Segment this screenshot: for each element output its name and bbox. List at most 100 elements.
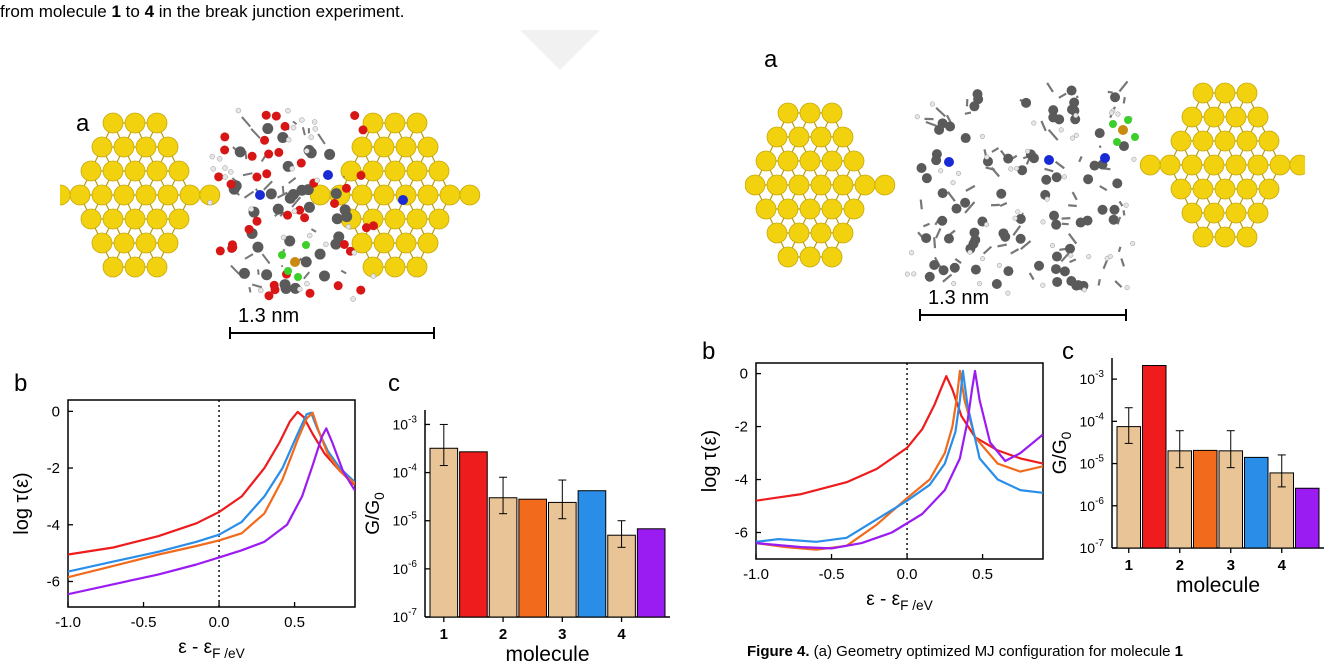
right-c-bar-tan bbox=[1116, 426, 1141, 549]
left-b-ytick-label: -2 bbox=[47, 460, 60, 477]
gold-atom bbox=[157, 232, 179, 254]
right-molecule-atoms bbox=[904, 80, 1139, 296]
left-c-ytick-label: 10-5 bbox=[393, 511, 418, 529]
gold-atom bbox=[135, 184, 157, 206]
gold-atom bbox=[777, 198, 799, 220]
oxygen-atom bbox=[264, 291, 274, 301]
oxygen-atom bbox=[341, 183, 351, 193]
gold-atom bbox=[821, 150, 843, 172]
hydrogen-atom bbox=[290, 124, 297, 131]
gold-atom bbox=[843, 198, 865, 220]
oxygen-atom bbox=[330, 198, 340, 208]
hydrogen-atom bbox=[345, 223, 352, 230]
right-c-ytick-label: 10-7 bbox=[1080, 538, 1105, 556]
gold-atom bbox=[417, 232, 439, 254]
right-c-category-label: 4 bbox=[1278, 557, 1287, 574]
oxygen-atom bbox=[280, 121, 290, 131]
bond bbox=[1040, 120, 1047, 132]
fluorine-atom bbox=[1113, 138, 1121, 146]
carbon-atom bbox=[921, 173, 932, 184]
gold-atom bbox=[113, 232, 135, 254]
oxygen-atom bbox=[264, 149, 274, 159]
fluorine-atom bbox=[1124, 116, 1132, 124]
carbon-atom bbox=[265, 188, 277, 200]
gold-atom bbox=[1289, 154, 1305, 176]
carbon-atom bbox=[1109, 204, 1120, 215]
left-c-ytick-exponent: -4 bbox=[408, 463, 417, 474]
right-b-xlabel: ε - εF /eV bbox=[866, 589, 933, 613]
fluorine-atom bbox=[294, 273, 302, 281]
hydrogen-atom bbox=[1025, 148, 1031, 154]
gold-atom bbox=[91, 232, 113, 254]
carbon-atom bbox=[991, 278, 1002, 289]
left-b-ytick-label: 0 bbox=[52, 403, 60, 420]
oxygen-atom bbox=[296, 158, 306, 168]
right-b-frame bbox=[755, 362, 1044, 560]
header-text-mid: to bbox=[120, 2, 145, 21]
left-c-bar-blue bbox=[577, 490, 607, 618]
hydrogen-atom bbox=[996, 262, 1002, 268]
gold-atom bbox=[788, 126, 810, 148]
left-panel-b-letter: b bbox=[14, 370, 28, 397]
carbon-atom bbox=[331, 213, 343, 225]
hydrogen-atom bbox=[908, 250, 915, 256]
carbon-atom bbox=[1067, 104, 1078, 115]
carbon-atom bbox=[284, 235, 296, 247]
bond bbox=[277, 191, 288, 199]
carbon-atom bbox=[1051, 264, 1062, 275]
bond bbox=[935, 107, 947, 118]
carbon-atom bbox=[1108, 214, 1119, 225]
oxygen-atom bbox=[220, 132, 230, 142]
bond bbox=[1069, 258, 1077, 264]
right-gold-electrode-right bbox=[1139, 82, 1305, 248]
hydrogen-atom bbox=[370, 273, 377, 279]
hydrogen-atom bbox=[258, 287, 264, 294]
bond bbox=[340, 269, 347, 275]
carbon-atom bbox=[970, 264, 981, 275]
oxygen-atom bbox=[271, 111, 281, 121]
hydrogen-atom bbox=[308, 134, 315, 140]
gold-atom bbox=[362, 160, 384, 182]
right-c-ytick-label: 10-3 bbox=[1080, 369, 1105, 387]
gold-atom bbox=[113, 136, 135, 158]
bond bbox=[1114, 280, 1123, 288]
hydrogen-atom bbox=[1130, 240, 1136, 247]
hydrogen-atom bbox=[209, 153, 216, 160]
left-b-xlabel: ε - εF /eV bbox=[178, 637, 245, 661]
carbon-atom bbox=[1054, 114, 1065, 125]
oxygen-atom bbox=[358, 125, 368, 135]
bond bbox=[997, 243, 1007, 248]
carbon-atom bbox=[1075, 217, 1086, 228]
hydrogen-atom bbox=[979, 133, 985, 139]
carbon-atom bbox=[916, 162, 927, 173]
carbon-atom bbox=[1110, 92, 1121, 103]
carbon-atom bbox=[1051, 219, 1062, 230]
bond bbox=[935, 227, 942, 239]
gold-atom bbox=[406, 160, 428, 182]
hydrogen-atom bbox=[1049, 243, 1056, 249]
carbon-atom bbox=[945, 121, 956, 132]
carbon-atom bbox=[234, 146, 246, 158]
gold-atom bbox=[168, 160, 190, 182]
left-c-category-label: 2 bbox=[499, 626, 507, 643]
bond bbox=[261, 253, 271, 265]
bond bbox=[310, 228, 317, 233]
bond bbox=[1097, 278, 1101, 286]
left-c-category-label: 4 bbox=[617, 626, 626, 643]
gold-atom bbox=[1236, 226, 1258, 248]
hydrogen-atom bbox=[929, 101, 935, 107]
left-c-ytick-label: 10-7 bbox=[393, 607, 418, 625]
bond bbox=[1078, 156, 1083, 163]
bond bbox=[251, 283, 263, 289]
carbon-atom bbox=[261, 269, 273, 281]
header-mol-b: 4 bbox=[144, 2, 155, 21]
hydrogen-atom bbox=[297, 286, 303, 292]
carbon-atom bbox=[314, 248, 326, 260]
hydrogen-atom bbox=[304, 280, 310, 287]
oxygen-atom bbox=[252, 172, 262, 182]
gold-atom bbox=[832, 126, 854, 148]
carbon-atom bbox=[284, 192, 296, 204]
hydrogen-atom bbox=[235, 107, 242, 114]
gold-atom bbox=[384, 112, 406, 134]
right-b-xtick-label: -1.0 bbox=[743, 566, 769, 583]
